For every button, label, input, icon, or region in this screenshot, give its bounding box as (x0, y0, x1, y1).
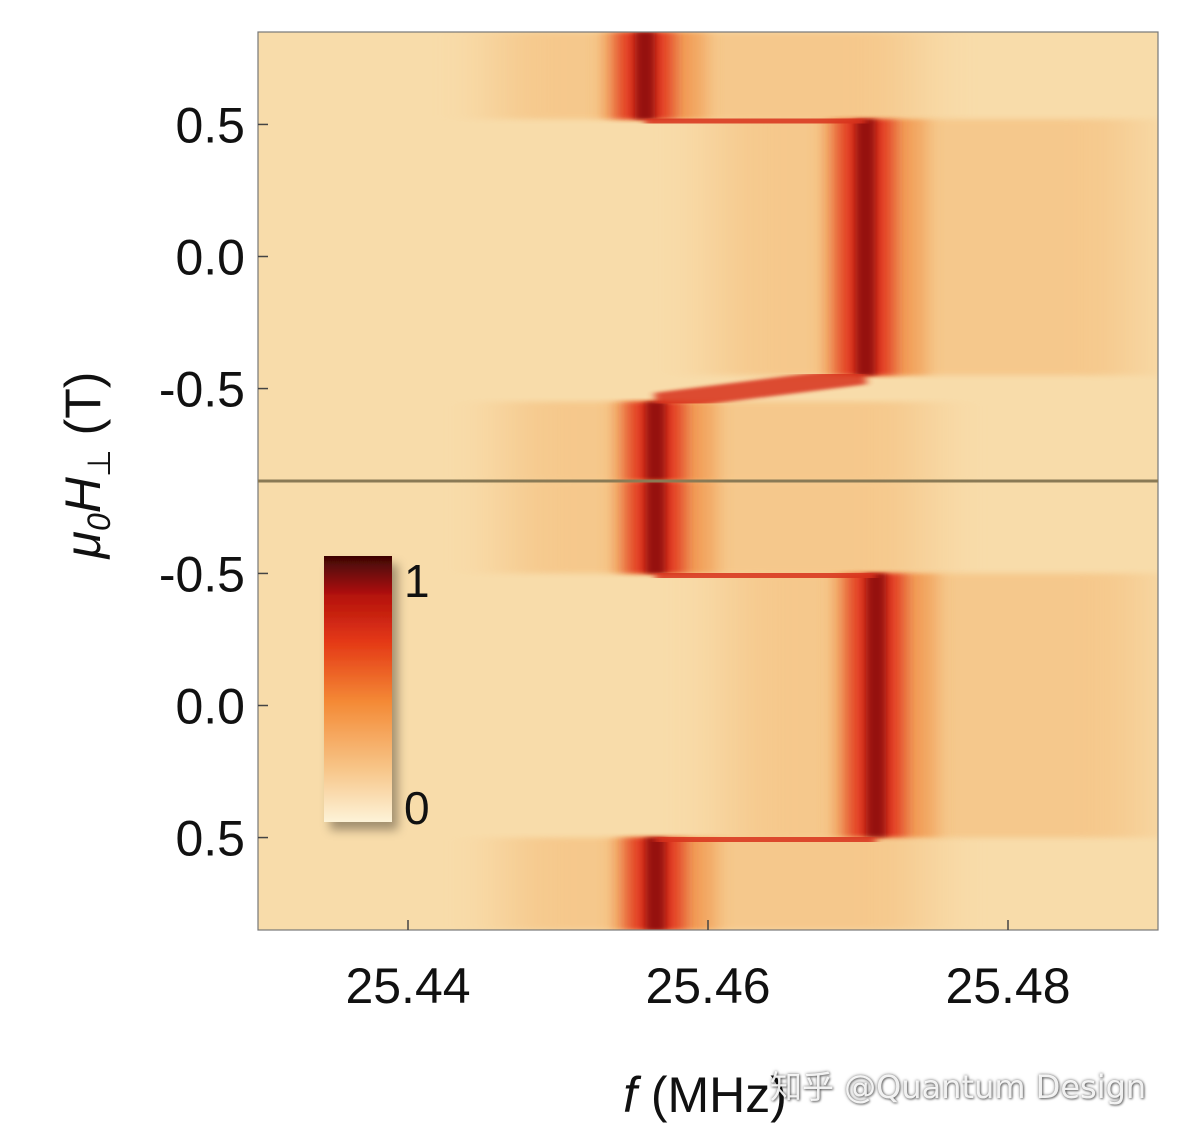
x-tick-label: 25.46 (645, 958, 770, 1014)
x-axis-title-unit: (MHz) (637, 1067, 787, 1123)
transition-streak (644, 110, 866, 133)
transition-streak (654, 366, 867, 411)
colorbar-min-label: 0 (404, 782, 430, 834)
y-tick-label: 0.5 (175, 811, 245, 867)
resonance-core (635, 32, 655, 120)
y-axis-title: μ0H⊥ (T) (55, 372, 117, 561)
colorbar: 1 0 (324, 555, 430, 834)
resonance-core (645, 837, 666, 930)
y-tick-label: -0.5 (159, 362, 245, 418)
colorbar-gradient (324, 556, 392, 822)
y-tick-label: 0.0 (175, 679, 245, 735)
y-axis-title-mu: μ (55, 531, 111, 560)
transition-streak (655, 564, 877, 587)
y-axis-title-H: H (55, 476, 111, 513)
y-tick-label: -0.5 (159, 546, 245, 602)
y-axis-title-unit: (T) (55, 372, 111, 450)
resonance-core (645, 401, 666, 481)
x-tick-label: 25.48 (945, 958, 1070, 1014)
resonance-core (645, 481, 666, 574)
y-axis-title-perp: ⊥ (81, 449, 117, 477)
y-tick-label: 0.0 (175, 230, 245, 286)
watermark: 知乎 @Quantum Design (770, 1068, 1147, 1106)
resonance-core (866, 573, 886, 838)
y-tick-label: 0.5 (175, 97, 245, 153)
y-axis-title-sub0: 0 (81, 513, 117, 531)
colorbar-max-label: 1 (404, 555, 430, 607)
resonance-core (855, 119, 876, 376)
x-tick-label: 25.44 (345, 958, 470, 1014)
transition-streak (655, 828, 877, 851)
x-axis-title: f (MHz) (623, 1067, 787, 1123)
